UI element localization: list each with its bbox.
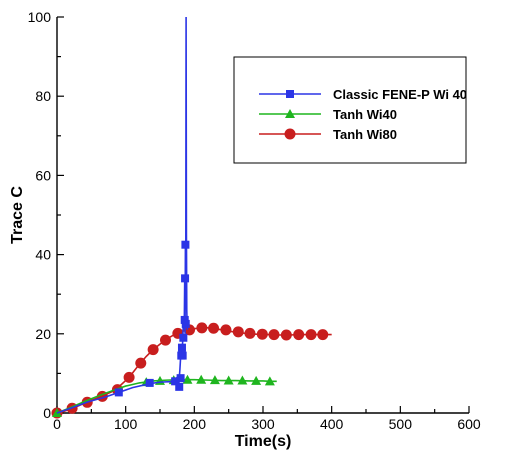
data-point [123,371,135,383]
data-point [251,375,262,385]
series-line [56,378,277,414]
y-axis-title: Trace C [9,186,26,244]
data-point [244,327,256,339]
legend-item: Tanh Wi80 [259,127,397,142]
x-tick-label: 0 [53,416,61,432]
series-line [56,327,332,414]
data-point [178,351,187,360]
y-tick-label: 20 [35,326,51,342]
data-point [223,375,234,385]
legend-item: Tanh Wi40 [259,107,397,122]
data-point [280,329,292,341]
data-point [179,333,188,342]
data-point [264,376,275,386]
data-point [317,329,329,341]
data-point [196,374,207,384]
data-point [232,326,244,338]
data-point [114,388,123,397]
legend-box [233,56,467,164]
data-point [305,329,317,341]
legend-marker [285,109,295,118]
x-tick-label: 500 [389,416,413,432]
legend: Classic FENE-P Wi 40 Tanh Wi40 Tanh Wi80 [233,56,467,164]
x-axis-title: Time(s) [235,433,292,450]
data-point [208,322,220,334]
legend-item: Classic FENE-P Wi 40 [259,87,467,102]
y-tick-label: 40 [35,247,51,263]
data-point [268,329,280,341]
x-tick-label: 600 [457,416,481,432]
legend-marker [286,90,294,98]
legend-items: Classic FENE-P Wi 40 Tanh Wi40 Tanh Wi80 [259,87,467,142]
data-point [293,329,305,341]
legend-label: Classic FENE-P Wi 40 [333,87,467,102]
series-classic-fene-p-wi-40 [56,16,190,414]
y-tick-label: 0 [43,405,51,421]
data-point [145,378,154,387]
data-point [182,374,193,384]
plot-area: 0 100 200 300 400 500 600 0 20 40 60 80 100 [28,9,481,432]
y-tick-label: 60 [35,167,51,183]
data-point [196,322,208,334]
data-point [177,343,186,352]
data-point [256,328,268,340]
x-tick-label: 100 [114,416,138,432]
x-tick-label: 400 [320,416,344,432]
data-point [181,319,190,328]
series-tanh-wi40 [52,374,277,417]
data-point [176,374,185,383]
series-tanh-wi80 [51,322,332,419]
data-point [147,344,159,356]
x-tick-label: 200 [183,416,207,432]
data-point [171,377,180,386]
x-ticks: 0 100 200 300 400 500 600 [53,406,481,432]
data-point [175,382,184,391]
legend-marker [284,128,296,140]
y-ticks: 0 20 40 60 80 100 [28,9,64,421]
data-point [220,324,232,336]
x-tick-label: 300 [251,416,275,432]
data-point [135,357,147,369]
data-point [181,274,190,283]
y-tick-label: 100 [28,9,52,25]
data-point [209,375,220,385]
legend-label: Tanh Wi40 [333,107,397,122]
data-point [181,240,190,249]
data-point [159,334,171,346]
series-layer [51,16,332,419]
data-point [237,375,248,385]
legend-label: Tanh Wi80 [333,127,397,142]
y-tick-label: 80 [35,88,51,104]
series-line [56,16,189,414]
